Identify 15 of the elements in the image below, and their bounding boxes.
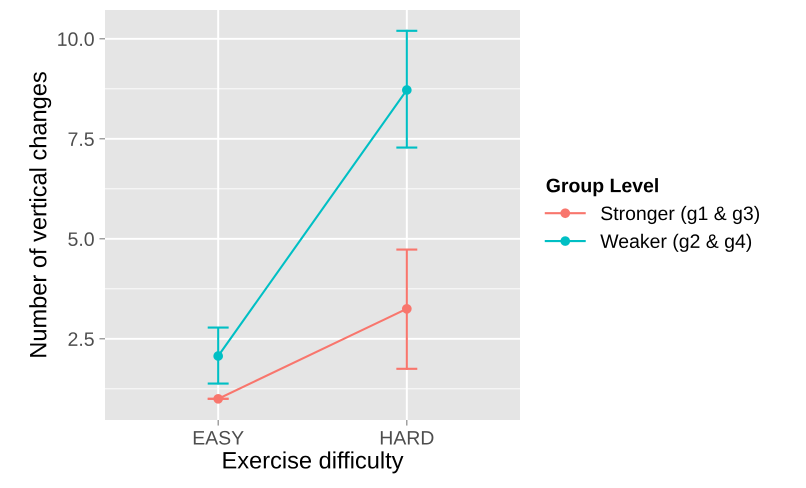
- legend-label: Weaker (g2 & g4): [600, 234, 752, 252]
- legend-title: Group Level: [546, 178, 658, 196]
- legend-label: Stronger (g1 & g3): [601, 206, 759, 224]
- x-tick-label: HARD: [380, 431, 434, 445]
- point: [402, 304, 412, 314]
- x-axis-title: Exercise difficulty: [223, 451, 404, 474]
- y-tick-label: 2.5: [68, 332, 94, 346]
- point: [213, 394, 224, 404]
- x-tick-label: EASY: [194, 430, 244, 445]
- y-tick-label: 5.0: [68, 232, 94, 246]
- y-tick-label: 7.5: [68, 132, 94, 146]
- point: [213, 351, 224, 361]
- point: [402, 85, 412, 95]
- y-axis-title: Number of vertical changes: [29, 72, 52, 357]
- y-tick-label: 10.0: [58, 32, 94, 46]
